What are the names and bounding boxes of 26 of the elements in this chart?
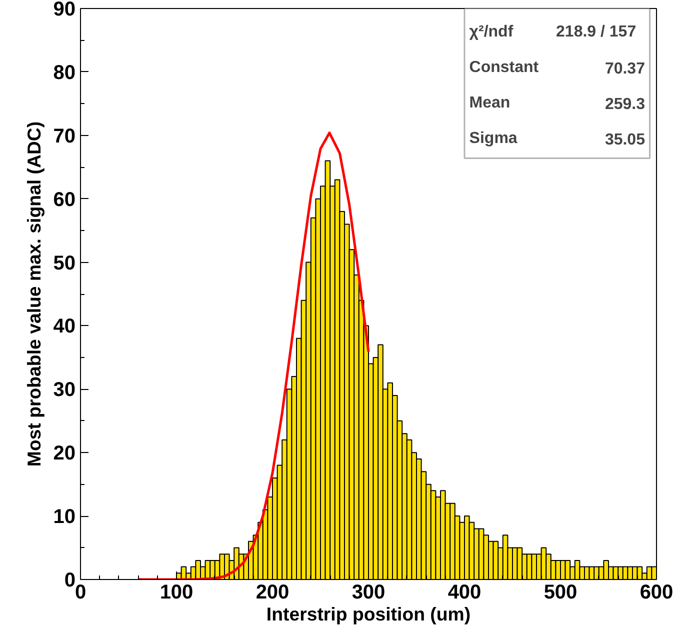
y-tick-label: 20: [53, 442, 76, 465]
annotation: Sigma: [469, 130, 518, 148]
x-tick-label: 600: [640, 582, 674, 604]
annotation: 35.05: [604, 132, 646, 149]
annotation: 218.9 / 157: [556, 23, 636, 40]
annotation: Constant: [469, 59, 540, 76]
annotation: 70.37: [604, 60, 646, 78]
y-tick-label: 30: [53, 379, 76, 402]
y-tick-label: 10: [53, 506, 76, 528]
y-tick-label: 40: [53, 316, 76, 338]
x-tick-label: 100: [160, 582, 194, 604]
y-tick-label: 90: [53, 0, 76, 20]
y-tick-label: 60: [53, 188, 76, 211]
x-tick-label: 400: [448, 582, 482, 604]
x-axis-title: Interstrip position (um): [266, 604, 471, 624]
y-tick-label: 70: [53, 125, 76, 148]
line-series: [136, 132, 370, 580]
annotation: χ²/ndf: [469, 23, 514, 40]
y-tick-label: 50: [53, 252, 76, 274]
x-tick-label: 200: [256, 582, 290, 604]
x-tick-label: 500: [544, 582, 578, 604]
annotation: Mean: [469, 94, 510, 112]
y-tick-label: 80: [53, 62, 76, 84]
y-axis-title: Most probable value max. signal (ADC): [23, 121, 44, 467]
annotation: 259.3: [604, 96, 646, 114]
x-tick-label: 300: [352, 582, 386, 604]
